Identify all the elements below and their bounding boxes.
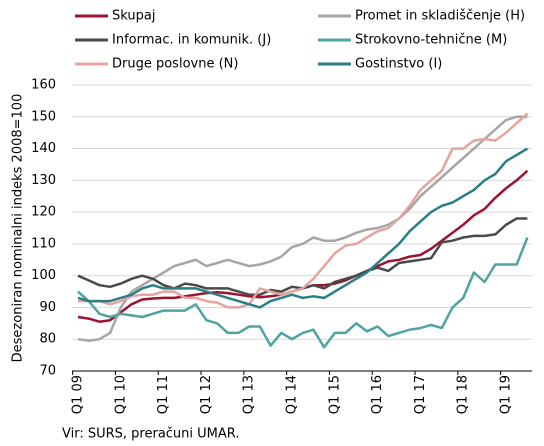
y-tick-label: 80 bbox=[39, 332, 56, 347]
y-tick-label: 150 bbox=[31, 109, 56, 124]
y-tick-label: 130 bbox=[31, 173, 56, 188]
legend-label: Promet in skladiščenje (H) bbox=[355, 9, 525, 24]
x-tick-label: Q1 13 bbox=[242, 375, 257, 414]
series-line bbox=[78, 112, 529, 309]
y-tick-label: 70 bbox=[39, 364, 56, 379]
x-tick-label: Q1 11 bbox=[156, 375, 171, 414]
series-line bbox=[77, 237, 529, 349]
y-axis-label: Desezoniran nominalni indeks 2008=100 bbox=[11, 94, 26, 363]
x-tick-label: Q1 17 bbox=[413, 375, 428, 414]
x-tick-label: Q1 19 bbox=[499, 375, 514, 414]
legend-label: Strokovno-tehnične (M) bbox=[355, 33, 507, 48]
legend-label: Informac. in komunik. (J) bbox=[112, 33, 271, 48]
y-tick-label: 160 bbox=[31, 78, 56, 93]
x-tick-label: Q1 16 bbox=[370, 375, 385, 414]
y-tick-label: 90 bbox=[39, 300, 56, 315]
y-tick-label: 120 bbox=[31, 205, 56, 220]
y-tick-label: 110 bbox=[31, 236, 56, 251]
x-tick-label: Q1 15 bbox=[327, 375, 342, 414]
source: Vir: SURS, preračuni UMAR. bbox=[62, 427, 239, 442]
y-tick-label: 140 bbox=[31, 141, 56, 156]
legend-label: Druge poslovne (N) bbox=[112, 57, 238, 72]
x-tick-label: Q1 10 bbox=[113, 375, 128, 414]
legend-label: Skupaj bbox=[112, 9, 155, 24]
x-tick-label: Q1 14 bbox=[285, 375, 300, 414]
y-tick-label: 100 bbox=[31, 268, 56, 283]
x-tick-label: Q1 18 bbox=[456, 375, 471, 414]
x-tick-label: Q1 12 bbox=[199, 375, 214, 414]
legend-label: Gostinstvo (I) bbox=[355, 57, 442, 72]
x-tick-label: Q1 09 bbox=[71, 375, 86, 414]
series-line bbox=[77, 147, 529, 309]
